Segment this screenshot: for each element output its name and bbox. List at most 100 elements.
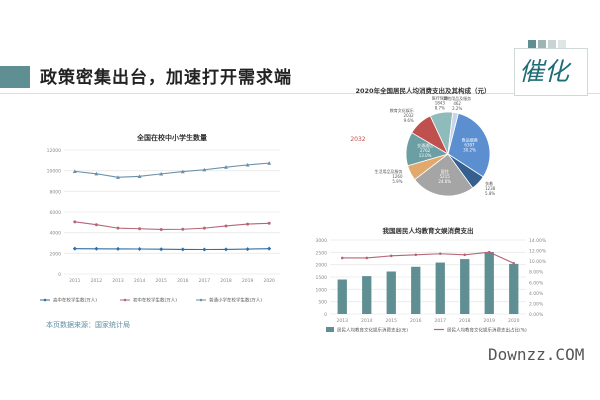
line-chart-y-tick: 4000 <box>50 231 62 237</box>
pie-slice-amount: 6397 <box>464 143 475 148</box>
bar-2013 <box>337 279 347 314</box>
line-series-3-point <box>159 171 164 176</box>
bar-legend-swatch <box>326 327 334 332</box>
bar-chart-y-tick: 500 <box>318 300 327 306</box>
watermark: Downzz.COM <box>488 345 585 364</box>
line-series-2-point <box>138 227 142 231</box>
line-series-1-point <box>202 247 207 252</box>
line-chart-x-tick: 2014 <box>134 278 146 284</box>
pie-slice-amount: 1260 <box>392 174 403 179</box>
bar-chart-x-tick: 2014 <box>361 318 373 324</box>
line-series-1-point <box>245 247 250 252</box>
pie-slice-percent: 2.2% <box>452 106 462 111</box>
title-accent-bar <box>0 66 30 88</box>
corner-square-1 <box>528 40 536 48</box>
bar-chart-y2-tick: 0.00% <box>529 312 544 318</box>
line-series-2-point <box>224 224 228 228</box>
line-series-2-point <box>202 226 206 230</box>
pie-slice-percent: 5.9% <box>392 179 402 184</box>
line-series-1-point <box>137 246 142 251</box>
share-line-series <box>342 251 514 264</box>
line-series-3-point <box>202 167 207 172</box>
line-chart: 全国在校中小学生数量 0 2000 4000 6000 8000 10000 12000 201… <box>40 133 280 304</box>
line-series-3-point <box>116 175 120 179</box>
line-series-1-point <box>159 247 164 252</box>
line-chart-y-tick: 8000 <box>50 189 62 195</box>
title-divider <box>0 93 600 94</box>
share-line-point <box>365 256 369 260</box>
share-line-point <box>463 253 467 257</box>
pie-slice-amount: 462 <box>453 101 461 106</box>
bar-chart-x-tick: 2016 <box>410 318 422 324</box>
line-series-3 <box>74 162 270 178</box>
line-legend-label: 初中在校学生数(万人) <box>133 297 177 304</box>
corner-square-2 <box>538 40 546 48</box>
share-legend-label: 居民人均教育文化娱乐消费支出占比(%) <box>447 327 527 334</box>
line-series-3-point <box>94 171 99 176</box>
bar-chart-y2-tick: 2.00% <box>529 301 544 307</box>
bar-legend-label: 居民人均教育文化娱乐消费支出(元) <box>337 327 408 334</box>
pie-slice-label: 生活用品及服务 <box>375 168 403 174</box>
line-series-2-point <box>267 221 271 225</box>
line-chart-x-tick: 2011 <box>69 278 81 284</box>
bar-2018 <box>460 259 470 314</box>
bar-2016 <box>411 266 421 314</box>
bar-chart: 我国居民人均教育文娱消费支出 0 500 1000 1500 2000 2500 3000 0.… <box>316 226 547 334</box>
pie-slice-amount: 1843 <box>435 101 446 106</box>
line-chart-y-tick: 2000 <box>50 251 62 257</box>
corner-square-3 <box>548 40 556 48</box>
bar-2020 <box>509 263 519 314</box>
bar-2019 <box>484 252 494 314</box>
slide-title: 政策密集出台，加速打开需求端 <box>40 68 292 88</box>
bar-chart-y2-tick: 8.00% <box>529 270 544 276</box>
bar-chart-y-tick: 1500 <box>316 275 328 281</box>
bar-chart-x-tick: 2019 <box>484 318 496 324</box>
line-series-3-point <box>245 162 250 167</box>
line-chart-x-tick: 2018 <box>220 278 232 284</box>
pie-slice-1 <box>447 112 491 178</box>
line-series-1-point <box>116 246 120 251</box>
bar-chart-x-tick: 2015 <box>386 318 398 324</box>
pie-slice-label: 教育文化娱乐 <box>390 107 414 113</box>
bar-chart-y2-tick: 14.00% <box>529 238 547 244</box>
bar-chart-y2-tick: 4.00% <box>529 291 544 297</box>
pie-slice-8 <box>447 111 459 155</box>
bar-chart-y2-tick: 10.00% <box>529 259 547 265</box>
bar-chart-x-tick: 2017 <box>435 318 447 324</box>
pie-slice-label: 交通通信 <box>417 142 433 148</box>
bar-chart-y-tick: 2000 <box>316 263 328 269</box>
pie-slice-percent: 24.6% <box>438 179 451 184</box>
line-series-1-point <box>180 247 185 252</box>
pie-slice-label: 食品烟酒 <box>462 137 478 143</box>
bar-chart-y2-tick: 6.00% <box>529 280 544 286</box>
line-series-3-point <box>72 169 77 173</box>
line-chart-x-tick: 2015 <box>155 278 167 284</box>
line-series-1-point <box>224 247 228 252</box>
line-series-1-point <box>94 246 99 251</box>
pie-slice-label: 医疗保健 <box>432 95 448 101</box>
bar-chart-y-tick: 3000 <box>316 238 328 244</box>
line-chart-x-tick: 2012 <box>91 278 103 284</box>
line-series-2-point <box>116 226 120 230</box>
line-series-2-point <box>246 222 250 226</box>
line-chart-y-tick: 6000 <box>50 210 62 216</box>
share-line-point <box>389 254 393 258</box>
logo-frame <box>514 48 588 96</box>
pie-slice-amount: 1238 <box>485 186 496 191</box>
data-source-note: 本页数据来源：国家统计局 <box>46 321 130 329</box>
line-series-2-point <box>181 227 185 231</box>
pie-slice-percent: 8.7% <box>435 106 445 111</box>
line-legend-label: 高中在校学生数(万人) <box>53 297 97 304</box>
bar-chart-y-tick: 1000 <box>316 287 328 293</box>
bar-chart-title: 我国居民人均教育文娱消费支出 <box>383 226 474 235</box>
line-legend-marker <box>43 298 47 302</box>
pie-slice-percent: 30.2% <box>463 148 476 153</box>
pie-slice-3 <box>414 153 474 197</box>
bar-chart-y-tick: 0 <box>324 312 327 318</box>
line-legend-label: 普通小学在校学生数(万人) <box>209 297 262 304</box>
line-series-3-point <box>267 161 272 165</box>
line-chart-y-tick: 10000 <box>47 169 61 175</box>
share-line-point <box>487 250 491 254</box>
